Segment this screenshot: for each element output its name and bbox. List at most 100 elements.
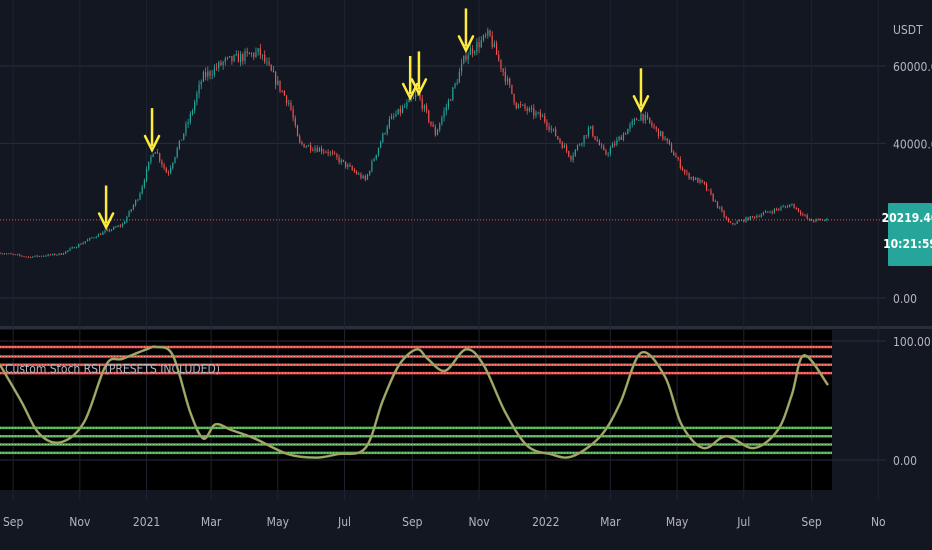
candle-body bbox=[804, 214, 806, 216]
candle-body bbox=[27, 256, 30, 258]
candle-body bbox=[806, 215, 808, 219]
candle-body bbox=[740, 219, 743, 221]
grid bbox=[0, 0, 932, 500]
candle-body bbox=[821, 219, 824, 221]
candle-body bbox=[194, 102, 196, 111]
candle-body bbox=[743, 219, 745, 222]
candle-body bbox=[56, 254, 58, 256]
candle-body bbox=[279, 80, 281, 91]
candle-body bbox=[34, 255, 36, 257]
candle-body bbox=[539, 112, 541, 118]
candle-body bbox=[808, 218, 811, 220]
candle-body bbox=[382, 133, 384, 143]
candle-body bbox=[380, 142, 382, 148]
candle-body bbox=[629, 124, 631, 129]
candle-body bbox=[684, 170, 686, 173]
candle-body bbox=[10, 253, 12, 255]
candle-body bbox=[21, 255, 23, 257]
candle-body bbox=[180, 139, 183, 141]
candle-body bbox=[305, 146, 307, 148]
candle-body bbox=[176, 148, 178, 158]
candle-body bbox=[723, 211, 725, 217]
candle-body bbox=[789, 205, 791, 208]
countdown-timer: 10:21:59 bbox=[883, 237, 932, 251]
candle-body bbox=[478, 42, 480, 48]
candle-body bbox=[616, 139, 618, 145]
candle-body bbox=[432, 124, 434, 127]
candle-body bbox=[167, 172, 170, 174]
candle-body bbox=[598, 141, 600, 146]
candle-body bbox=[579, 144, 581, 146]
candle-body bbox=[323, 151, 325, 153]
candle-body bbox=[301, 142, 303, 144]
candle-body bbox=[36, 255, 38, 257]
candle-body bbox=[266, 61, 268, 63]
candle-body bbox=[522, 104, 524, 106]
candle-body bbox=[54, 253, 56, 256]
candle-body bbox=[143, 180, 145, 187]
candle-body bbox=[489, 30, 491, 36]
arrow-head bbox=[457, 35, 475, 54]
candle-body bbox=[119, 225, 121, 227]
candle-body bbox=[257, 48, 259, 52]
candle-body bbox=[590, 126, 592, 129]
candle-body bbox=[428, 110, 430, 122]
candlestick-series bbox=[0, 27, 828, 259]
candle-body bbox=[800, 211, 802, 215]
candle-body bbox=[618, 137, 620, 140]
candle-body bbox=[38, 255, 40, 257]
candle-body bbox=[331, 152, 334, 154]
current-price-badge[interactable]: 20219.40 10:21:59 bbox=[882, 203, 932, 266]
candle-body bbox=[23, 256, 25, 258]
candle-body bbox=[388, 119, 390, 128]
candle-body bbox=[80, 244, 82, 245]
candle-body bbox=[178, 140, 180, 149]
candle-body bbox=[550, 128, 552, 130]
candle-body bbox=[78, 244, 80, 248]
candle-body bbox=[563, 145, 565, 148]
candle-body bbox=[452, 87, 454, 101]
candle-body bbox=[161, 160, 163, 165]
candle-body bbox=[439, 123, 441, 130]
candle-body bbox=[701, 179, 703, 182]
candle-body bbox=[185, 124, 187, 134]
candle-body bbox=[668, 140, 671, 145]
candle-body bbox=[465, 55, 467, 60]
candle-body bbox=[233, 55, 235, 62]
candle-body bbox=[106, 229, 108, 231]
candle-body bbox=[1, 253, 3, 255]
candle-body bbox=[793, 203, 795, 209]
candle-body bbox=[681, 167, 684, 171]
candle-body bbox=[102, 232, 104, 235]
down-arrow-icon bbox=[401, 56, 419, 101]
candle-body bbox=[91, 237, 93, 239]
candle-body bbox=[460, 63, 463, 72]
candle-body bbox=[264, 54, 266, 62]
candle-body bbox=[767, 211, 769, 213]
candle-body bbox=[747, 217, 749, 221]
candle-body bbox=[139, 193, 141, 200]
candle-body bbox=[474, 51, 476, 54]
candle-body bbox=[412, 97, 415, 99]
candle-body bbox=[231, 56, 233, 62]
candle-body bbox=[686, 172, 688, 174]
candle-body bbox=[456, 82, 458, 84]
candle-body bbox=[780, 207, 782, 210]
candle-body bbox=[778, 209, 780, 211]
candle-body bbox=[692, 177, 695, 180]
candle-body bbox=[128, 211, 130, 217]
candle-body bbox=[758, 216, 760, 217]
annotation-arrows bbox=[97, 8, 650, 231]
candle-body bbox=[491, 35, 493, 48]
candle-body bbox=[259, 48, 261, 56]
candle-body bbox=[86, 239, 89, 242]
candle-body bbox=[198, 84, 200, 94]
down-arrow-icon bbox=[457, 8, 475, 54]
candle-body bbox=[47, 254, 49, 256]
candle-body bbox=[530, 108, 533, 109]
panel-separator[interactable] bbox=[0, 326, 932, 329]
candle-body bbox=[84, 241, 86, 243]
time-tick-label: 2022 bbox=[532, 515, 559, 529]
candle-body bbox=[690, 177, 692, 179]
